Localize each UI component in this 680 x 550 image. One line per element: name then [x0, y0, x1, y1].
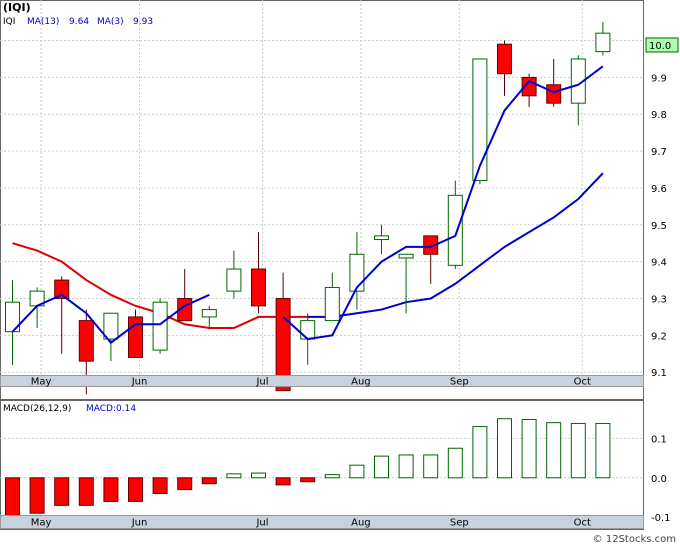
candle-body: [152, 301, 168, 351]
macd-y-tick-label: 0.0: [651, 474, 667, 485]
ma-slow-segment-blue: [307, 172, 604, 318]
price-y-tick-label: 9.4: [651, 258, 667, 269]
candle-body: [398, 253, 414, 259]
candle-body: [275, 298, 291, 392]
macd-bar: [177, 477, 193, 491]
macd-bar: [300, 477, 316, 483]
macd-bar: [447, 447, 463, 479]
candle-body: [349, 253, 365, 292]
macd-bar: [29, 477, 45, 514]
macd-bar: [521, 419, 537, 479]
candle-body: [570, 58, 586, 104]
ma-fast-segment: [11, 293, 210, 345]
legend-ma3-label: MA(3): [97, 17, 124, 27]
price-y-tick-label: 9.9: [651, 73, 667, 84]
macd-title: MACD(26,12,9): [3, 404, 71, 414]
macd-bar: [570, 422, 586, 479]
macd-x-axis: May Jun Jul Aug Sep Oct: [31, 518, 591, 529]
legend-ma3-value: 9.93: [133, 17, 153, 27]
candle-body: [226, 268, 242, 292]
macd-bar: [349, 464, 365, 479]
price-y-tick-label: 9.7: [651, 147, 667, 158]
watermark: © 12Stocks.com: [593, 534, 676, 545]
macd-bar: [152, 477, 168, 495]
price-x-axis-band: [0, 375, 644, 387]
macd-bar: [78, 477, 94, 506]
macd-x-tick-label: Aug: [351, 518, 371, 529]
candle-body: [497, 43, 512, 75]
macd-bar: [275, 477, 291, 486]
macd-bar: [5, 477, 20, 522]
candle-body: [324, 286, 340, 322]
candle-body: [103, 312, 119, 340]
price-x-tick-label: May: [31, 377, 52, 388]
price-y-tick-label: 9.8: [651, 110, 667, 121]
price-x-tick-label: Aug: [351, 377, 371, 388]
ma-fast-segment: [282, 65, 604, 341]
candle-body: [300, 320, 316, 340]
macd-bar: [226, 473, 242, 479]
price-x-tick-label: Oct: [574, 377, 591, 388]
macd-bar: [472, 426, 488, 479]
candle-body: [128, 316, 143, 358]
macd-x-tick-label: Sep: [450, 518, 469, 529]
price-x-tick-label: Sep: [450, 377, 469, 388]
candle-body: [374, 235, 389, 241]
price-y-tick-label: 9.2: [651, 331, 667, 342]
macd-bar: [103, 477, 119, 502]
macd-bar: [497, 418, 512, 479]
candle-body: [595, 32, 611, 53]
candle-body: [201, 309, 217, 318]
macd-bar: [251, 472, 266, 479]
chart-title: (IQI): [3, 1, 31, 14]
macd-y-axis: 0.1 0.0 -0.1: [651, 434, 671, 524]
macd-bar: [423, 454, 439, 479]
legend-ma13-label: MA(13): [27, 17, 59, 27]
last-price-badge: [645, 37, 679, 53]
candle-body: [472, 58, 488, 182]
macd-x-axis-band: [0, 515, 644, 529]
price-y-tick-label: 9.5: [651, 221, 667, 232]
price-panel-frame: [0, 0, 644, 400]
macd-bar: [595, 422, 611, 479]
candle-body: [546, 84, 562, 104]
macd-bar: [546, 422, 562, 479]
macd-value-label: MACD:0.14: [86, 404, 136, 414]
macd-x-tick-label: Jul: [255, 518, 268, 529]
macd-x-tick-label: Oct: [574, 518, 591, 529]
macd-bar: [398, 454, 414, 479]
price-y-tick-label: 9.3: [651, 295, 667, 306]
legend-symbol: IQI: [3, 17, 15, 27]
price-x-axis: May Jun Jul Aug Sep Oct: [31, 377, 591, 388]
macd-x-tick-label: May: [31, 518, 52, 529]
macd-bar: [201, 477, 217, 485]
macd-bar: [374, 455, 389, 479]
macd-y-tick-label: 0.1: [651, 434, 667, 445]
candle-body: [447, 194, 463, 266]
price-x-tick-label: Jul: [255, 377, 268, 388]
price-y-tick-label: 9.6: [651, 184, 667, 195]
macd-y-tick-label: -0.1: [651, 513, 671, 524]
price-y-tick-label: 9.1: [651, 368, 667, 379]
macd-x-tick-label: Jun: [131, 518, 148, 529]
candle-body: [78, 320, 94, 362]
candle-body: [251, 268, 266, 307]
last-price-label: 10.0: [649, 41, 671, 52]
ma-fast-line: [11, 65, 604, 345]
macd-bar: [128, 477, 143, 502]
price-x-tick-label: Jun: [131, 377, 148, 388]
macd-bar: [324, 474, 340, 479]
macd-bar: [54, 477, 70, 506]
macd-bar-series: [5, 418, 611, 522]
candle-body: [423, 235, 439, 255]
candle-body: [54, 279, 70, 299]
legend-ma13-value: 9.64: [69, 17, 89, 27]
price-y-axis: 9.9 9.8 9.7 9.6 9.5 9.4 9.3 9.2 9.1: [651, 73, 667, 379]
